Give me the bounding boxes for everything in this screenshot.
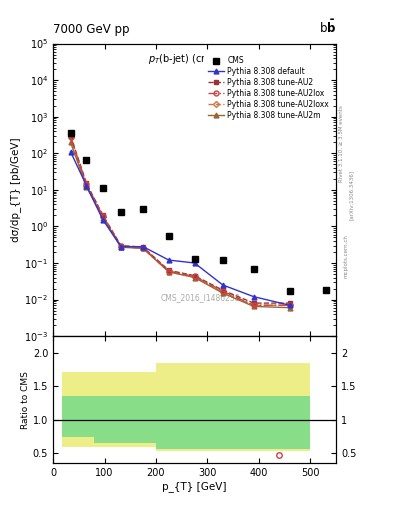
Pythia 8.308 default [68,148,73,155]
Pythia 8.308 tune-AU2 [287,300,292,306]
Pythia 8.308 tune-AU2 [119,243,123,249]
Pythia 8.308 tune-AU2m [68,139,73,145]
Pythia 8.308 tune-AU2m [252,303,256,309]
Pythia 8.308 tune-AU2 [220,287,225,293]
Pythia 8.308 tune-AU2 [252,300,256,306]
Pythia 8.308 default [101,217,105,223]
Text: CMS_2016_I1486238: CMS_2016_I1486238 [160,293,240,303]
CMS [68,130,73,136]
Pythia 8.308 tune-AU2loxx [252,302,256,308]
Pythia 8.308 tune-AU2 [84,180,89,186]
Legend: CMS, Pythia 8.308 default, Pythia 8.308 tune-AU2, Pythia 8.308 tune-AU2lox, Pyth: CMS, Pythia 8.308 default, Pythia 8.308 … [204,53,332,123]
Line: CMS: CMS [68,130,329,294]
Pythia 8.308 tune-AU2lox [252,302,256,308]
CMS [192,255,197,262]
Pythia 8.308 tune-AU2loxx [192,274,197,280]
Pythia 8.308 tune-AU2loxx [141,245,145,251]
Pythia 8.308 tune-AU2lox [84,181,89,187]
Pythia 8.308 tune-AU2 [167,267,171,273]
Pythia 8.308 tune-AU2 [141,244,145,250]
CMS [323,287,328,293]
Pythia 8.308 tune-AU2lox [167,268,171,274]
Pythia 8.308 tune-AU2lox [220,288,225,294]
Text: b$\mathbf{\bar{b}}$: b$\mathbf{\bar{b}}$ [319,19,336,36]
Pythia 8.308 tune-AU2lox [287,302,292,308]
CMS [220,257,225,263]
Pythia 8.308 tune-AU2m [220,290,225,296]
Pythia 8.308 tune-AU2m [101,215,105,221]
Pythia 8.308 tune-AU2lox [141,245,145,251]
Pythia 8.308 tune-AU2m [287,305,292,311]
Pythia 8.308 default [167,257,171,263]
Pythia 8.308 tune-AU2loxx [84,183,89,189]
Pythia 8.308 tune-AU2loxx [68,135,73,141]
CMS [141,206,145,212]
Y-axis label: dσ/dp_{T} [pb/GeV]: dσ/dp_{T} [pb/GeV] [11,138,22,242]
Text: mcplots.cern.ch: mcplots.cern.ch [343,234,349,278]
Pythia 8.308 tune-AU2m [192,274,197,281]
Pythia 8.308 tune-AU2loxx [119,244,123,250]
Pythia 8.308 tune-AU2m [141,245,145,251]
Pythia 8.308 tune-AU2m [119,244,123,250]
CMS [252,266,256,272]
Pythia 8.308 default [192,260,197,266]
X-axis label: p_{T} [GeV]: p_{T} [GeV] [162,481,227,492]
Pythia 8.308 default [84,183,89,189]
Pythia 8.308 tune-AU2loxx [101,214,105,220]
Pythia 8.308 tune-AU2 [68,133,73,139]
CMS [119,209,123,215]
Line: Pythia 8.308 tune-AU2lox: Pythia 8.308 tune-AU2lox [68,135,292,308]
CMS [287,288,292,294]
Text: [arXiv:1306.3436]: [arXiv:1306.3436] [349,169,354,220]
Line: Pythia 8.308 tune-AU2: Pythia 8.308 tune-AU2 [68,133,292,306]
Line: Pythia 8.308 tune-AU2m: Pythia 8.308 tune-AU2m [68,140,292,310]
Pythia 8.308 tune-AU2loxx [167,269,171,275]
Pythia 8.308 default [119,244,123,250]
Pythia 8.308 default [287,302,292,308]
Text: Rivet 3.1.10, ≥ 3.5M events: Rivet 3.1.10, ≥ 3.5M events [339,105,344,182]
Pythia 8.308 tune-AU2loxx [287,302,292,308]
Pythia 8.308 tune-AU2lox [192,273,197,280]
Pythia 8.308 tune-AU2 [101,212,105,219]
Pythia 8.308 tune-AU2m [84,184,89,190]
Line: Pythia 8.308 default: Pythia 8.308 default [68,150,292,308]
CMS [101,185,105,191]
Pythia 8.308 tune-AU2loxx [220,289,225,295]
Text: 7000 GeV pp: 7000 GeV pp [53,23,130,36]
CMS [167,233,171,239]
Pythia 8.308 tune-AU2 [192,272,197,279]
Pythia 8.308 default [252,293,256,300]
Pythia 8.308 tune-AU2lox [68,134,73,140]
Line: Pythia 8.308 tune-AU2loxx: Pythia 8.308 tune-AU2loxx [68,135,292,307]
Y-axis label: Ratio to CMS: Ratio to CMS [21,371,30,429]
Pythia 8.308 default [141,244,145,250]
Text: $p_T$(b-jet) (cms2016-2b2j): $p_T$(b-jet) (cms2016-2b2j) [148,52,270,66]
CMS [84,157,89,163]
Pythia 8.308 tune-AU2lox [101,213,105,219]
Pythia 8.308 tune-AU2lox [119,243,123,249]
Pythia 8.308 tune-AU2m [167,269,171,275]
Pythia 8.308 default [220,282,225,288]
